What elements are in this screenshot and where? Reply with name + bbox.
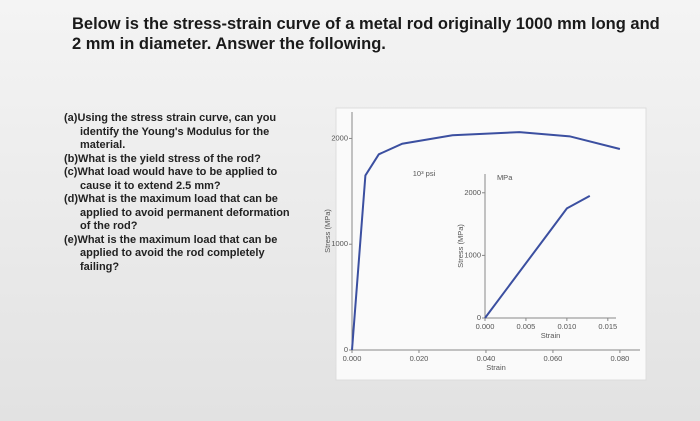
title: Below is the stress-strain curve of a me…	[72, 15, 660, 53]
y-tick-label: 0	[477, 313, 481, 322]
y-axis-label: Stress (MPa)	[323, 209, 332, 253]
stress-strain-curve	[484, 195, 591, 319]
x-tick-label: 0.000	[343, 354, 362, 363]
y-axis-label: Stress (MPa)	[456, 224, 465, 268]
stress-strain-curve	[351, 131, 621, 351]
question: (c)What load would have to be applied to…	[64, 166, 278, 192]
question: (d)What is the maximum load that can be …	[64, 193, 290, 232]
x-tick-label: 0.010	[557, 322, 576, 331]
y-tick-label: 1000	[331, 239, 348, 248]
y-tick-label: 2000	[331, 133, 348, 142]
x-tick-label: 0.020	[410, 354, 429, 363]
x-tick-label: 0.005	[517, 322, 536, 331]
annotation: 10³ psi	[413, 169, 436, 178]
y-tick-label: 2000	[464, 188, 481, 197]
annotation: MPa	[497, 173, 513, 182]
x-tick-label: 0.000	[476, 322, 495, 331]
y-tick-label: 1000	[464, 250, 481, 259]
question: (b)What is the yield stress of the rod?	[64, 152, 261, 165]
x-tick-label: 0.080	[611, 354, 630, 363]
x-tick-label: 0.040	[477, 354, 496, 363]
x-axis-label: Strain	[486, 363, 506, 372]
x-axis-label: Strain	[541, 331, 561, 340]
y-tick-label: 0	[344, 345, 348, 354]
question: (a)Using the stress strain curve, can yo…	[64, 112, 277, 151]
x-tick-label: 0.015	[598, 322, 617, 331]
x-tick-label: 0.060	[544, 354, 563, 363]
questions: (a)Using the stress strain curve, can yo…	[64, 112, 300, 274]
inset-background	[483, 172, 618, 320]
question: (e)What is the maximum load that can be …	[64, 233, 278, 273]
